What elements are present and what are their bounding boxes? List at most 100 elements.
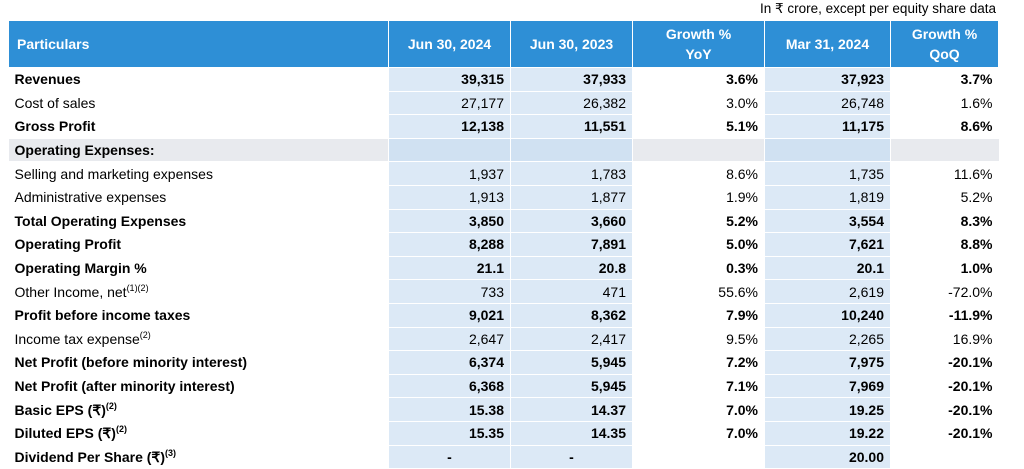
header-mar-2024: Mar 31, 2024 [764,20,891,68]
row-label-text: Cost of sales [14,94,96,111]
row-value-col2: 7,891 [510,232,633,257]
table-row: Operating Margin % 21.1 20.8 0.3% 20.1 1.0% [8,256,999,281]
row-label: Operating Margin % [8,256,389,281]
row-value-col5: -20.1% [890,350,999,375]
row-value-col5: 5.2% [890,185,999,210]
row-label-text: Dividend Per Share (₹) [14,448,166,465]
header-growth-qoq-line2: QoQ [929,46,960,62]
row-value-col3: 3.0% [632,91,765,116]
row-value-col5: 1.0% [890,256,999,281]
row-value-col2: 11,551 [510,114,633,139]
row-value-col1: 9,021 [388,303,511,328]
financial-results-table: Particulars Jun 30, 2024 Jun 30, 2023 Gr… [8,20,999,469]
row-value-col1: 8,288 [388,232,511,257]
row-value-col1: 39,315 [388,67,511,92]
row-value-col5: -20.1% [890,397,999,422]
row-value-col4: 7,975 [764,350,891,375]
row-value-col5: 8.3% [890,209,999,234]
row-value-col5: -72.0% [890,279,999,304]
table-row: Operating Profit 8,288 7,891 5.0% 7,621 8.8% [8,232,999,257]
row-value-col2 [510,138,633,163]
row-value-col4 [764,138,891,163]
row-value-col4: 37,923 [764,67,891,92]
row-value-col4: 19.22 [764,421,891,446]
row-value-col1: - [388,445,511,469]
row-value-col1: 1,913 [388,185,511,210]
row-value-col4: 7,621 [764,232,891,257]
row-value-col1: 21.1 [388,256,511,281]
table-row: Income tax expense(2) 2,647 2,417 9.5% 2,265… [8,327,999,352]
header-jun-2024: Jun 30, 2024 [388,20,511,68]
row-value-col1: 27,177 [388,91,511,116]
table-row: Total Operating Expenses 3,850 3,660 5.2% 3,… [8,209,999,234]
row-value-col1: 1,937 [388,161,511,186]
row-label: Income tax expense(2) [8,327,389,352]
row-label: Gross Profit [8,114,389,139]
header-jun-2023: Jun 30, 2023 [510,20,633,68]
table-row: Net Profit (after minority interest) 6,36… [8,374,999,399]
row-value-col5: 11.6% [890,161,999,186]
row-value-col4: 20.00 [764,445,891,469]
row-value-col2: 14.35 [510,421,633,446]
row-label-text: Administrative expenses [14,189,167,206]
units-note: In ₹ crore, except per equity share data [760,1,996,16]
row-value-col3: 7.0% [632,397,765,422]
row-value-col5 [890,445,999,469]
row-label: Selling and marketing expenses [8,161,389,186]
table-row: Basic EPS (₹)(2) 15.38 14.37 7.0% 19.25 -20.1… [8,397,999,422]
row-value-col5: -20.1% [890,374,999,399]
row-value-col1: 15.38 [388,397,511,422]
header-growth-qoq: Growth % QoQ [890,20,999,68]
row-label-text: Operating Expenses: [14,142,155,159]
row-value-col5: 3.7% [890,67,999,92]
row-value-col2: 1,877 [510,185,633,210]
row-value-col3 [632,445,765,469]
row-value-col2: 5,945 [510,350,633,375]
row-value-col2: 5,945 [510,374,633,399]
row-value-col4: 1,735 [764,161,891,186]
row-label-text: Operating Margin % [14,260,147,277]
row-label-text: Total Operating Expenses [14,212,187,229]
row-value-col2: 37,933 [510,67,633,92]
row-value-col4: 26,748 [764,91,891,116]
table-row: Administrative expenses 1,913 1,877 1.9% 1,8… [8,185,999,210]
row-value-col2: 14.37 [510,397,633,422]
row-label: Profit before income taxes [8,303,389,328]
row-value-col5: 1.6% [890,91,999,116]
header-growth-qoq-line1: Growth % [911,26,978,42]
footnote-ref: (2) [105,400,117,411]
row-label-text: Net Profit (after minority interest) [14,378,235,395]
row-label: Revenues [8,67,389,92]
row-label: Dividend Per Share (₹)(3) [8,445,389,469]
row-value-col2: 471 [510,279,633,304]
row-label: Net Profit (before minority interest) [8,350,389,375]
row-value-col4: 19.25 [764,397,891,422]
row-label-text: Revenues [14,71,81,88]
row-value-col3: 3.6% [632,67,765,92]
header-particulars: Particulars [8,20,389,68]
row-value-col3: 5.2% [632,209,765,234]
header-growth-yoy: Growth % YoY [632,20,765,68]
row-value-col4: 10,240 [764,303,891,328]
footnote-ref: (2) [115,424,127,435]
row-label: Total Operating Expenses [8,209,389,234]
row-value-col3: 7.2% [632,350,765,375]
header-growth-yoy-line1: Growth % [665,26,732,42]
row-value-col2: 26,382 [510,91,633,116]
row-value-col1 [388,138,511,163]
row-value-col4: 1,819 [764,185,891,210]
row-value-col4: 11,175 [764,114,891,139]
row-value-col2: 8,362 [510,303,633,328]
row-label-text: Operating Profit [14,236,122,253]
footnote-ref: (1)(2) [126,282,149,293]
row-label-text: Diluted EPS (₹) [14,425,116,442]
row-value-col3: 1.9% [632,185,765,210]
footnote-ref: (2) [139,329,151,340]
row-value-col4: 7,969 [764,374,891,399]
row-value-col5: -20.1% [890,421,999,446]
row-value-col4: 2,619 [764,279,891,304]
row-value-col3: 7.0% [632,421,765,446]
row-label: Administrative expenses [8,185,389,210]
row-value-col1: 2,647 [388,327,511,352]
row-value-col3: 9.5% [632,327,765,352]
